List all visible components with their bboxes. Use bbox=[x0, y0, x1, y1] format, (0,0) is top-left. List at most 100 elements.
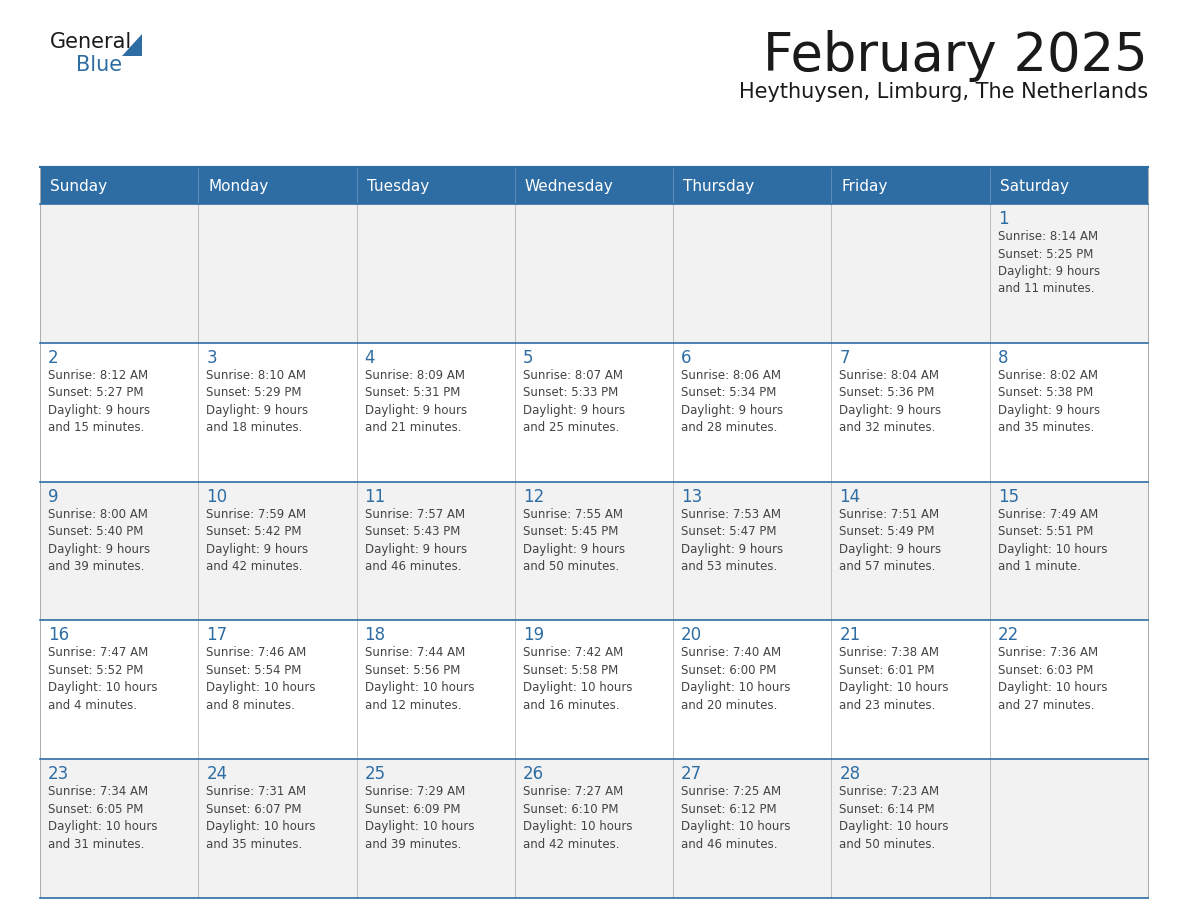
Bar bbox=[198, 342, 356, 482]
Text: Sunrise: 8:12 AM
Sunset: 5:27 PM
Daylight: 9 hours
and 15 minutes.: Sunrise: 8:12 AM Sunset: 5:27 PM Dayligh… bbox=[48, 369, 150, 434]
Text: 11: 11 bbox=[365, 487, 386, 506]
Text: Sunrise: 7:40 AM
Sunset: 6:00 PM
Daylight: 10 hours
and 20 minutes.: Sunrise: 7:40 AM Sunset: 6:00 PM Dayligh… bbox=[681, 646, 791, 711]
Text: 10: 10 bbox=[207, 487, 227, 506]
Bar bbox=[674, 621, 832, 759]
Text: Sunrise: 8:04 AM
Sunset: 5:36 PM
Daylight: 9 hours
and 32 minutes.: Sunrise: 8:04 AM Sunset: 5:36 PM Dayligh… bbox=[840, 369, 942, 434]
Text: Sunrise: 7:51 AM
Sunset: 5:49 PM
Daylight: 9 hours
and 57 minutes.: Sunrise: 7:51 AM Sunset: 5:49 PM Dayligh… bbox=[840, 508, 942, 573]
Text: General: General bbox=[50, 32, 132, 52]
Text: 4: 4 bbox=[365, 349, 375, 367]
Text: 7: 7 bbox=[840, 349, 849, 367]
Text: Sunrise: 8:02 AM
Sunset: 5:38 PM
Daylight: 9 hours
and 35 minutes.: Sunrise: 8:02 AM Sunset: 5:38 PM Dayligh… bbox=[998, 369, 1100, 434]
Text: Sunday: Sunday bbox=[50, 178, 107, 194]
Text: Sunrise: 7:53 AM
Sunset: 5:47 PM
Daylight: 9 hours
and 53 minutes.: Sunrise: 7:53 AM Sunset: 5:47 PM Dayligh… bbox=[681, 508, 783, 573]
Bar bbox=[356, 342, 514, 482]
Bar bbox=[514, 482, 674, 621]
Text: Sunrise: 7:44 AM
Sunset: 5:56 PM
Daylight: 10 hours
and 12 minutes.: Sunrise: 7:44 AM Sunset: 5:56 PM Dayligh… bbox=[365, 646, 474, 711]
Bar bbox=[514, 621, 674, 759]
Bar bbox=[990, 482, 1148, 621]
Text: Sunrise: 8:14 AM
Sunset: 5:25 PM
Daylight: 9 hours
and 11 minutes.: Sunrise: 8:14 AM Sunset: 5:25 PM Dayligh… bbox=[998, 230, 1100, 296]
Text: 13: 13 bbox=[681, 487, 702, 506]
Text: Sunrise: 7:23 AM
Sunset: 6:14 PM
Daylight: 10 hours
and 50 minutes.: Sunrise: 7:23 AM Sunset: 6:14 PM Dayligh… bbox=[840, 785, 949, 851]
Bar bbox=[356, 168, 514, 204]
Text: Sunrise: 7:49 AM
Sunset: 5:51 PM
Daylight: 10 hours
and 1 minute.: Sunrise: 7:49 AM Sunset: 5:51 PM Dayligh… bbox=[998, 508, 1107, 573]
Text: Sunrise: 8:10 AM
Sunset: 5:29 PM
Daylight: 9 hours
and 18 minutes.: Sunrise: 8:10 AM Sunset: 5:29 PM Dayligh… bbox=[207, 369, 309, 434]
Text: Sunrise: 7:36 AM
Sunset: 6:03 PM
Daylight: 10 hours
and 27 minutes.: Sunrise: 7:36 AM Sunset: 6:03 PM Dayligh… bbox=[998, 646, 1107, 711]
Text: Sunrise: 8:00 AM
Sunset: 5:40 PM
Daylight: 9 hours
and 39 minutes.: Sunrise: 8:00 AM Sunset: 5:40 PM Dayligh… bbox=[48, 508, 150, 573]
Text: Sunrise: 7:31 AM
Sunset: 6:07 PM
Daylight: 10 hours
and 35 minutes.: Sunrise: 7:31 AM Sunset: 6:07 PM Dayligh… bbox=[207, 785, 316, 851]
Text: Sunrise: 8:07 AM
Sunset: 5:33 PM
Daylight: 9 hours
and 25 minutes.: Sunrise: 8:07 AM Sunset: 5:33 PM Dayligh… bbox=[523, 369, 625, 434]
Bar bbox=[990, 204, 1148, 342]
Bar bbox=[40, 168, 198, 204]
Text: Sunrise: 7:29 AM
Sunset: 6:09 PM
Daylight: 10 hours
and 39 minutes.: Sunrise: 7:29 AM Sunset: 6:09 PM Dayligh… bbox=[365, 785, 474, 851]
Text: 20: 20 bbox=[681, 626, 702, 644]
Text: 3: 3 bbox=[207, 349, 217, 367]
Text: 18: 18 bbox=[365, 626, 386, 644]
Text: Saturday: Saturday bbox=[1000, 178, 1069, 194]
Text: 27: 27 bbox=[681, 766, 702, 783]
Text: 22: 22 bbox=[998, 626, 1019, 644]
Bar bbox=[990, 759, 1148, 898]
Bar bbox=[356, 621, 514, 759]
Text: Sunrise: 7:59 AM
Sunset: 5:42 PM
Daylight: 9 hours
and 42 minutes.: Sunrise: 7:59 AM Sunset: 5:42 PM Dayligh… bbox=[207, 508, 309, 573]
Text: Sunrise: 7:55 AM
Sunset: 5:45 PM
Daylight: 9 hours
and 50 minutes.: Sunrise: 7:55 AM Sunset: 5:45 PM Dayligh… bbox=[523, 508, 625, 573]
Text: 6: 6 bbox=[681, 349, 691, 367]
Text: 24: 24 bbox=[207, 766, 227, 783]
Text: Sunrise: 7:42 AM
Sunset: 5:58 PM
Daylight: 10 hours
and 16 minutes.: Sunrise: 7:42 AM Sunset: 5:58 PM Dayligh… bbox=[523, 646, 632, 711]
Text: 19: 19 bbox=[523, 626, 544, 644]
Bar bbox=[674, 204, 832, 342]
Bar bbox=[198, 482, 356, 621]
Bar bbox=[514, 204, 674, 342]
Text: Monday: Monday bbox=[208, 178, 268, 194]
Text: 17: 17 bbox=[207, 626, 227, 644]
Text: Sunrise: 8:09 AM
Sunset: 5:31 PM
Daylight: 9 hours
and 21 minutes.: Sunrise: 8:09 AM Sunset: 5:31 PM Dayligh… bbox=[365, 369, 467, 434]
Text: Sunrise: 7:25 AM
Sunset: 6:12 PM
Daylight: 10 hours
and 46 minutes.: Sunrise: 7:25 AM Sunset: 6:12 PM Dayligh… bbox=[681, 785, 791, 851]
Text: 1: 1 bbox=[998, 210, 1009, 228]
Text: 14: 14 bbox=[840, 487, 860, 506]
Text: 12: 12 bbox=[523, 487, 544, 506]
Text: Sunrise: 7:47 AM
Sunset: 5:52 PM
Daylight: 10 hours
and 4 minutes.: Sunrise: 7:47 AM Sunset: 5:52 PM Dayligh… bbox=[48, 646, 158, 711]
Bar bbox=[40, 759, 198, 898]
Bar bbox=[40, 342, 198, 482]
Bar bbox=[40, 482, 198, 621]
Bar bbox=[990, 621, 1148, 759]
Polygon shape bbox=[122, 34, 143, 56]
Bar bbox=[990, 168, 1148, 204]
Bar bbox=[198, 168, 356, 204]
Bar bbox=[674, 482, 832, 621]
Text: Blue: Blue bbox=[76, 55, 122, 75]
Text: Sunrise: 7:27 AM
Sunset: 6:10 PM
Daylight: 10 hours
and 42 minutes.: Sunrise: 7:27 AM Sunset: 6:10 PM Dayligh… bbox=[523, 785, 632, 851]
Bar bbox=[40, 204, 198, 342]
Bar bbox=[832, 204, 990, 342]
Text: Sunrise: 8:06 AM
Sunset: 5:34 PM
Daylight: 9 hours
and 28 minutes.: Sunrise: 8:06 AM Sunset: 5:34 PM Dayligh… bbox=[681, 369, 783, 434]
Text: 15: 15 bbox=[998, 487, 1019, 506]
Bar bbox=[832, 759, 990, 898]
Text: Tuesday: Tuesday bbox=[367, 178, 429, 194]
Bar bbox=[674, 759, 832, 898]
Text: 23: 23 bbox=[48, 766, 69, 783]
Text: 26: 26 bbox=[523, 766, 544, 783]
Bar bbox=[674, 168, 832, 204]
Bar bbox=[356, 482, 514, 621]
Text: 8: 8 bbox=[998, 349, 1009, 367]
Bar bbox=[832, 168, 990, 204]
Bar bbox=[990, 342, 1148, 482]
Text: February 2025: February 2025 bbox=[763, 30, 1148, 82]
Text: Sunrise: 7:38 AM
Sunset: 6:01 PM
Daylight: 10 hours
and 23 minutes.: Sunrise: 7:38 AM Sunset: 6:01 PM Dayligh… bbox=[840, 646, 949, 711]
Text: 9: 9 bbox=[48, 487, 58, 506]
Bar bbox=[514, 759, 674, 898]
Text: 28: 28 bbox=[840, 766, 860, 783]
Bar bbox=[832, 482, 990, 621]
Bar bbox=[832, 342, 990, 482]
Bar bbox=[198, 204, 356, 342]
Text: 2: 2 bbox=[48, 349, 58, 367]
Text: Sunrise: 7:57 AM
Sunset: 5:43 PM
Daylight: 9 hours
and 46 minutes.: Sunrise: 7:57 AM Sunset: 5:43 PM Dayligh… bbox=[365, 508, 467, 573]
Text: Thursday: Thursday bbox=[683, 178, 754, 194]
Text: Friday: Friday bbox=[841, 178, 887, 194]
Text: 21: 21 bbox=[840, 626, 860, 644]
Bar bbox=[832, 621, 990, 759]
Text: Sunrise: 7:34 AM
Sunset: 6:05 PM
Daylight: 10 hours
and 31 minutes.: Sunrise: 7:34 AM Sunset: 6:05 PM Dayligh… bbox=[48, 785, 158, 851]
Text: Heythuysen, Limburg, The Netherlands: Heythuysen, Limburg, The Netherlands bbox=[739, 82, 1148, 102]
Bar bbox=[674, 342, 832, 482]
Bar bbox=[514, 342, 674, 482]
Bar bbox=[356, 204, 514, 342]
